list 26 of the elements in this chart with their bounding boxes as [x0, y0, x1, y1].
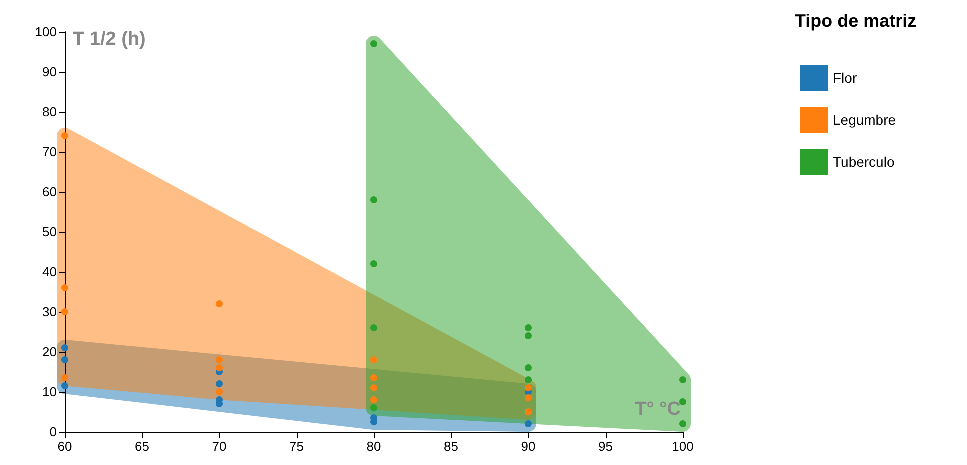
y-tick-label: 10: [42, 384, 57, 400]
y-tick-label: 80: [42, 104, 57, 120]
x-tick-label: 70: [212, 439, 227, 454]
y-tick-label: 60: [42, 184, 57, 200]
legend-title: Tipo de matriz: [795, 11, 917, 31]
x-tick-label: 75: [290, 439, 304, 454]
x-tick-label: 90: [521, 439, 536, 454]
y-tick-label: 30: [42, 304, 57, 320]
y-tick-label: 50: [42, 224, 57, 240]
x-tick-label: 100: [672, 439, 694, 454]
x-tick-label: 60: [58, 439, 72, 454]
x-axis-title: T° °C: [635, 399, 682, 420]
x-tick-label: 85: [444, 439, 458, 454]
y-tick-label: 90: [42, 64, 57, 80]
y-tick-label: 20: [42, 344, 57, 360]
x-tick-label: 95: [598, 439, 613, 454]
x-tick-label: 80: [366, 439, 382, 454]
y-axis-title: T 1/2 (h): [73, 29, 146, 50]
y-tick-label: 0: [50, 424, 57, 440]
legend-label: Legumbre: [833, 112, 896, 128]
y-tick-label: 100: [35, 24, 57, 40]
y-tick-label: 40: [42, 264, 57, 280]
x-tick-label: 65: [135, 439, 150, 454]
legend-label: Flor: [833, 70, 858, 86]
y-tick-label: 70: [42, 144, 57, 160]
legend-label: Tuberculo: [833, 154, 895, 170]
